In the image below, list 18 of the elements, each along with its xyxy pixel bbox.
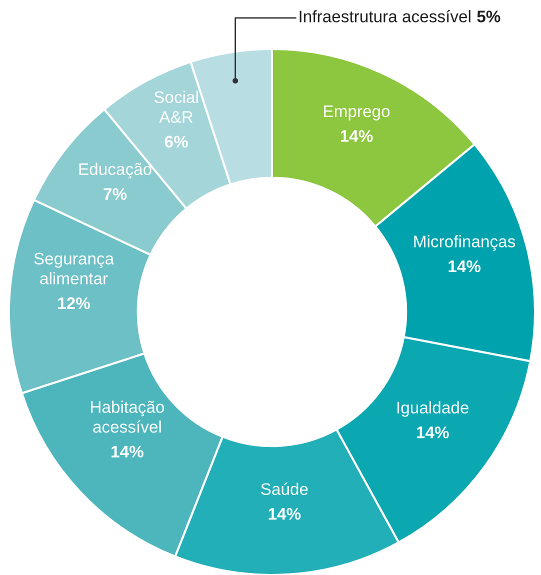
data-label: 14%: [268, 508, 301, 520]
slice-label: Educação: [79, 162, 152, 178]
slice-label: Social A&R: [154, 90, 198, 123]
slice-label: Saúde: [261, 482, 308, 496]
data-label: 14%: [448, 260, 481, 272]
data-label: 12%: [58, 297, 90, 310]
data-label: 5%: [477, 10, 500, 22]
data-label: 14%: [112, 446, 144, 458]
slice-label: Microfinanças: [414, 235, 516, 251]
data-label: 14%: [416, 426, 449, 438]
slice-label: Emprego: [324, 106, 390, 120]
slice-label: Infraestrutura acessível: [300, 10, 470, 22]
slice-label: Igualdade: [398, 401, 468, 417]
data-label: 7%: [104, 188, 127, 200]
slice-label: Habitação acessível: [91, 400, 164, 433]
slice-label: Segurança alimentar: [34, 252, 114, 284]
data-label: 6%: [164, 136, 188, 148]
data-label: 14%: [340, 130, 373, 142]
